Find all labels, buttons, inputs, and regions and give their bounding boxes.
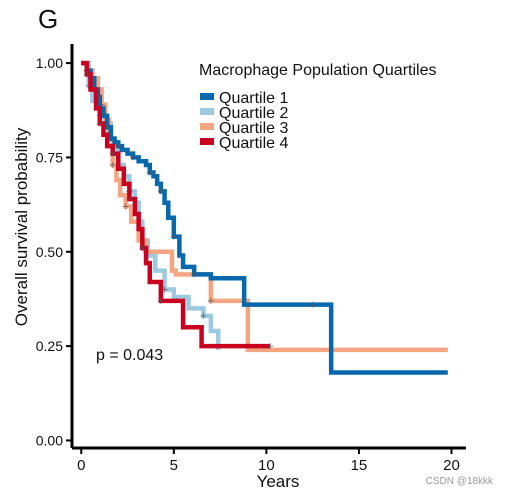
censor-mark — [146, 169, 153, 176]
y-axis-label: Overall survival probability — [12, 127, 31, 326]
y-tick-label: 0.00 — [36, 432, 63, 448]
x-tick-label: 0 — [77, 457, 85, 474]
axes-layer: 0.00 0.25 0.50 0.75 1.00 0 5 10 15 20 — [36, 44, 466, 474]
legend-swatch-quartile-2 — [200, 108, 214, 115]
legend-label: Quartile 4 — [219, 135, 288, 152]
x-tick-label: 10 — [258, 457, 275, 474]
censor-mark — [170, 233, 177, 240]
legend-layer: Macrophage Population Quartiles Quartile … — [199, 62, 436, 152]
censor-mark — [109, 150, 116, 157]
y-tick-label: 0.50 — [36, 244, 63, 260]
x-axis-label: Years — [257, 472, 300, 491]
y-tick-label: 0.25 — [36, 338, 63, 354]
censor-mark — [130, 154, 137, 161]
panel-label: G — [38, 4, 59, 34]
censor-mark — [115, 143, 122, 150]
legend-title: Macrophage Population Quartiles — [199, 62, 436, 79]
legend-swatch-quartile-1 — [200, 93, 214, 100]
censor-mark — [309, 301, 316, 308]
censor-mark — [157, 188, 164, 195]
series-layer — [81, 60, 448, 375]
series-line-quartile-4 — [81, 60, 271, 349]
censor-mark — [109, 161, 116, 168]
censor-mark — [267, 343, 274, 350]
censor-mark — [157, 297, 164, 304]
legend-swatch-quartile-4 — [200, 138, 214, 145]
censor-mark — [200, 312, 207, 319]
censor-mark — [207, 297, 214, 304]
censor-mark — [122, 203, 129, 210]
legend-swatch-quartile-3 — [200, 123, 214, 130]
x-tick-label: 20 — [443, 457, 460, 474]
x-tick-label: 5 — [170, 457, 178, 474]
legend-label: Quartile 3 — [219, 120, 288, 137]
series-line-quartile-1 — [81, 60, 448, 375]
censor-mark — [96, 120, 103, 127]
censor-mark — [139, 245, 146, 251]
censor-mark — [83, 71, 90, 78]
watermark-text: CSDN @18kkk — [425, 476, 493, 487]
legend-label: Quartile 1 — [219, 90, 288, 107]
legend-label: Quartile 2 — [219, 105, 288, 122]
p-value-annotation: p = 0.043 — [96, 347, 163, 364]
y-tick-label: 0.75 — [36, 149, 63, 165]
y-tick-label: 1.00 — [36, 55, 63, 71]
censor-mark — [191, 271, 198, 278]
x-tick-label: 15 — [351, 457, 368, 474]
censor-mark — [126, 195, 133, 202]
